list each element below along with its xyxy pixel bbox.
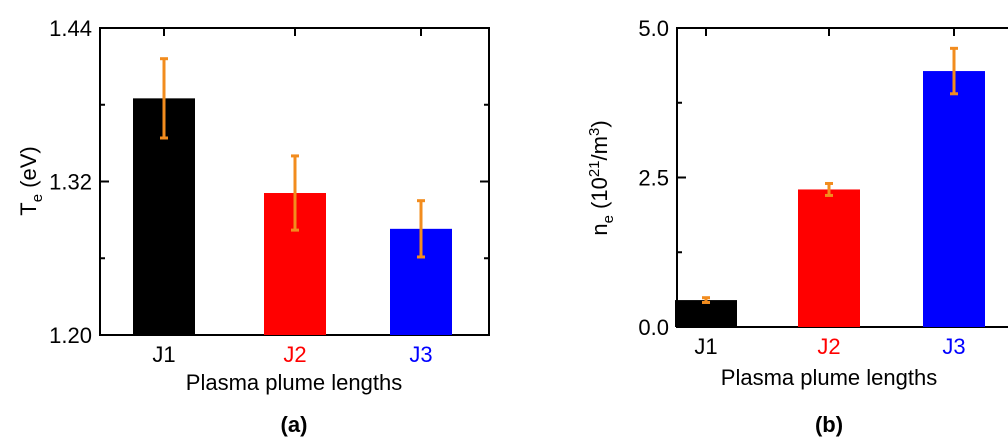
panel-b-y-tick-labels: 0.0 2.5 5.0 <box>638 16 669 340</box>
panel-a-x-axis-label: Plasma plume lengths <box>186 370 402 395</box>
y-tick-label: 1.32 <box>49 170 92 195</box>
panel-b-x-axis-label: Plasma plume lengths <box>721 365 937 390</box>
panel-b-error-bars <box>702 46 958 304</box>
panel-a-y-axis-label: Te (eV) <box>16 146 46 215</box>
x-tick-label-j2: J2 <box>283 342 306 367</box>
x-tick-label-j3: J3 <box>409 342 432 367</box>
panel-a-error-bars <box>160 57 425 259</box>
y-tick-label: 1.20 <box>49 323 92 348</box>
y-tick-label: 5.0 <box>638 16 669 41</box>
error-bar-j2 <box>825 181 833 197</box>
error-bar-j1 <box>160 57 168 140</box>
panel-b: 0.0 2.5 5.0 J1 J2 J3 ne (1021/m3) Plasma plu… <box>586 16 1008 437</box>
panel-a: 1.20 1.32 1.44 J1 J2 J3 Te (eV) Plasma plume… <box>16 16 490 437</box>
panel-b-label: (b) <box>815 412 843 437</box>
panel-b-y-axis-label: ne (1021/m3) <box>586 120 617 235</box>
panel-a-label: (a) <box>281 412 308 437</box>
error-bar-j3 <box>950 46 958 96</box>
error-bar-j3 <box>417 199 425 259</box>
panel-b-bars <box>675 71 985 327</box>
panel-a-x-tick-labels: J1 J2 J3 <box>152 342 432 367</box>
x-tick-label-j1: J1 <box>694 334 717 359</box>
bar-j2 <box>798 189 860 327</box>
x-tick-label-j3: J3 <box>942 334 965 359</box>
bar-j3 <box>923 71 985 327</box>
panel-b-x-tick-labels: J1 J2 J3 <box>694 334 965 359</box>
bar-j1 <box>675 300 737 327</box>
panel-a-bars <box>133 98 452 336</box>
error-bar-j1 <box>702 296 710 304</box>
x-tick-label-j1: J1 <box>152 342 175 367</box>
error-bar-j2 <box>291 154 299 232</box>
y-tick-label: 1.44 <box>49 16 92 41</box>
panel-a-y-tick-labels: 1.20 1.32 1.44 <box>49 16 92 348</box>
y-tick-label: 2.5 <box>638 166 669 191</box>
x-tick-label-j2: J2 <box>817 334 840 359</box>
y-tick-label: 0.0 <box>638 315 669 340</box>
